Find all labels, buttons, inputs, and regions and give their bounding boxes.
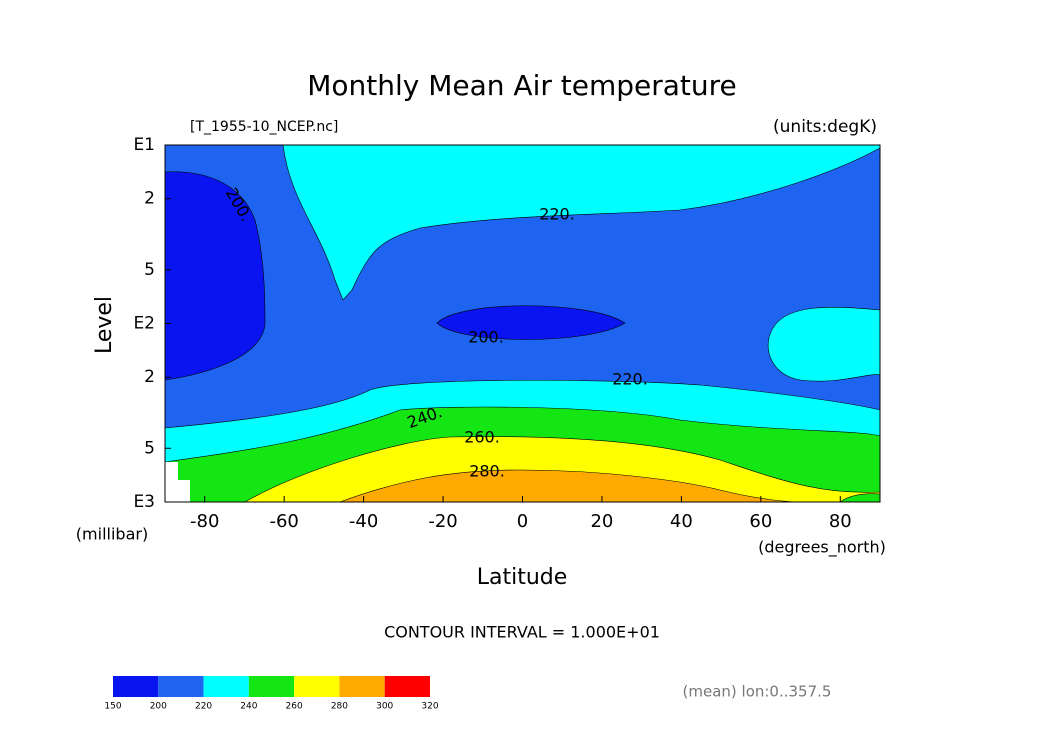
colorbar-label: 150 bbox=[104, 702, 121, 712]
colorbar-band bbox=[113, 676, 159, 697]
y-tick-label: 5 bbox=[144, 260, 155, 280]
colorbar-band bbox=[294, 676, 340, 697]
colorbar-label: 320 bbox=[421, 702, 438, 712]
y-tick-label: E2 bbox=[133, 314, 155, 334]
contour-label: 280. bbox=[469, 462, 505, 481]
contour-region bbox=[164, 171, 266, 381]
x-tick-label: 40 bbox=[670, 511, 693, 532]
contour-region bbox=[282, 144, 881, 301]
colorbar-label: 200 bbox=[150, 702, 167, 712]
x-tick-label: -60 bbox=[269, 511, 298, 532]
contour-label: 220. bbox=[539, 205, 575, 224]
colorbar-label: 280 bbox=[331, 702, 348, 712]
y-tick-label: 5 bbox=[144, 438, 155, 458]
subtitle: [T_1955-10_NCEP.nc] bbox=[190, 119, 338, 135]
units: (units:degK) bbox=[773, 117, 877, 137]
y-units: (millibar) bbox=[76, 525, 148, 544]
y-tick-label: 2 bbox=[144, 367, 155, 387]
x-units: (degrees_north) bbox=[758, 538, 886, 558]
contour-label: 260. bbox=[464, 428, 500, 447]
colorbar-band bbox=[339, 676, 385, 697]
chart-title: Monthly Mean Air temperature bbox=[307, 69, 737, 102]
colorbar-band bbox=[203, 676, 249, 697]
contour-label: 220. bbox=[612, 370, 648, 389]
y-axis-label: Level bbox=[92, 296, 117, 354]
missing-data bbox=[165, 462, 190, 502]
y-tick-label: E3 bbox=[133, 492, 155, 512]
contour-region bbox=[436, 305, 626, 340]
colorbar-band bbox=[248, 676, 295, 697]
x-tick-label: 0 bbox=[517, 511, 528, 532]
contour-region bbox=[339, 469, 801, 503]
x-tick-label: 20 bbox=[590, 511, 613, 532]
x-tick-label: -80 bbox=[190, 511, 219, 532]
colorbar-label: 220 bbox=[195, 702, 212, 712]
colorbar-label: 260 bbox=[286, 702, 303, 712]
x-tick-label: 60 bbox=[749, 511, 772, 532]
x-tick-label: -20 bbox=[428, 511, 457, 532]
x-tick-label: 80 bbox=[829, 511, 852, 532]
contour-label: 200. bbox=[468, 328, 504, 347]
colorbar-band bbox=[158, 676, 204, 697]
y-tick-label: 2 bbox=[144, 189, 155, 209]
contour-interval: CONTOUR INTERVAL = 1.000E+01 bbox=[384, 623, 660, 642]
colorbar-label: 240 bbox=[240, 702, 257, 712]
colorbar-label: 300 bbox=[376, 702, 393, 712]
x-tick-label: -40 bbox=[349, 511, 378, 532]
y-tick-label: E1 bbox=[133, 135, 155, 155]
footnote: (mean) lon:0..357.5 bbox=[683, 683, 832, 701]
x-axis-label: Latitude bbox=[477, 565, 568, 590]
contour-region bbox=[767, 306, 881, 382]
colorbar-band bbox=[384, 676, 430, 697]
